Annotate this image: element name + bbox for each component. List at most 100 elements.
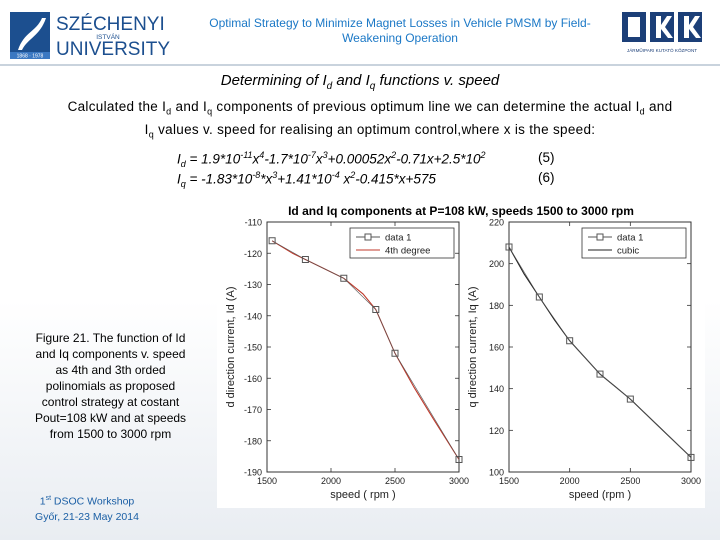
id-chart-data-point-1: [301, 256, 309, 263]
footer: 1st DSOC Workshop Győr, 21-23 May 2014: [22, 491, 152, 525]
subtitle-mid: and: [332, 72, 366, 89]
iq-chart-legend-label-1: cubic: [617, 246, 639, 257]
eq1-t3: -1.7*10: [264, 151, 308, 167]
eq1-t4: x: [315, 151, 323, 167]
footer-line-1: 1st DSOC Workshop: [22, 491, 152, 510]
logo-right-text: JÁRMŰIPARI KUTATÓ KÖZPONT: [627, 47, 697, 53]
id-chart-ytick-label-8: -190: [244, 468, 262, 478]
id-chart-ytick-label-0: -110: [245, 218, 262, 228]
intro-line-1: Calculated the Id and Iq components of p…: [40, 98, 700, 121]
eq1-exp2: 4: [259, 150, 265, 160]
id-chart-ytick-label-2: -130: [244, 280, 262, 290]
university-line1: SZÉCHENYI: [56, 14, 165, 35]
iq-chart-data-point-5: [687, 453, 695, 461]
logo-k-icon-2: [684, 16, 701, 38]
id-chart-series-data-line-0: [271, 240, 460, 460]
intro-1a: Calculated the I: [67, 99, 167, 114]
eq2-exp1: -8: [252, 170, 261, 180]
iq-chart-data-point-3: [596, 370, 604, 378]
chart-id: -110 -120 -130 -140 -150 -160 -170 -180 -1901500…: [225, 218, 469, 502]
intro-1-sub2: q: [207, 106, 213, 117]
id-chart-data-point-0: [268, 237, 276, 245]
id-chart-legend: [349, 227, 455, 259]
id-chart-xlabel: speed ( rpm ): [330, 489, 395, 501]
intro-line-2: Iq values v. speed for realising an opti…: [40, 121, 700, 144]
id-chart-xtick-label-2: 2500: [385, 476, 405, 486]
eq2-sub: q: [180, 179, 186, 190]
eq2-t3: +1.41*10: [277, 171, 332, 187]
id-chart-data-point-2: [340, 274, 348, 282]
eq1-t5: +0.00052x: [327, 151, 392, 167]
id-chart-ytick-label-7: -180: [244, 436, 262, 446]
university-logo: 1868 · 1978 SZÉCHENYI ISTVÁN UNIVERSITY: [10, 12, 170, 60]
eq1-exp3: -7: [307, 150, 316, 160]
iq-chart-ytick-label-1: 120: [489, 426, 504, 436]
iq-chart-plot-area: [508, 221, 692, 473]
footer-line-2: Győr, 21-23 May 2014: [35, 510, 139, 523]
iq-chart-xtick-label-2: 2500: [620, 476, 640, 486]
eq2-exp2: 3: [272, 170, 278, 180]
eq1-exp5: 2: [391, 150, 397, 160]
logo-block-1-inner: [628, 17, 640, 37]
subtitle-iq-var: I: [365, 72, 370, 89]
id-chart-data-point-5: [455, 456, 463, 463]
iq-chart-ytick-label-6: 220: [489, 218, 504, 228]
header: 1868 · 1978 SZÉCHENYI ISTVÁN UNIVERSITY …: [0, 0, 720, 66]
id-chart-legend-marker-0: [364, 233, 372, 241]
subtitle-prefix: Determining of: [220, 72, 323, 89]
eq2-exp3: -4: [331, 170, 340, 180]
header-band: [0, 64, 720, 66]
iq-chart-data-point-1: [535, 293, 543, 301]
subtitle-id-var: I: [322, 72, 327, 89]
id-chart-ylabel: d direction current, Id (A): [225, 286, 237, 407]
id-chart-xtick-label-3: 3000: [449, 476, 469, 486]
id-chart-ytick-label-3: -140: [244, 311, 262, 321]
intro-2a: I: [144, 121, 149, 137]
figure-svg: -110-120-130-140-150-160-170-180-1901500…: [217, 200, 705, 508]
id-chart-ytick-label-1: -120: [244, 249, 262, 259]
iq-chart-ytick-label-5: 200: [489, 259, 504, 269]
equation-number-6: (6): [538, 170, 555, 185]
footer-1-sup: st: [45, 495, 52, 502]
intro-2b: values v. speed for realising an optimum…: [154, 121, 596, 137]
iq-chart-ytick-label-2: 140: [489, 384, 504, 394]
eq1-lhs: I: [177, 151, 181, 167]
equation-iq: Iq = -1.83*10-8*x3+1.41*10-4 x2-0.415*x+…: [177, 170, 436, 189]
eq1-exp6: 2: [480, 150, 486, 160]
subtitle: Determining of Id and Iq functions v. sp…: [0, 72, 720, 92]
id-chart-legend-label-1: 4th degree: [385, 246, 430, 257]
iq-chart-data-point-2: [566, 337, 574, 345]
iq-chart-xtick-label-3: 3000: [681, 476, 701, 486]
iq-chart-xtick-label-0: 1500: [499, 476, 519, 486]
slide-title: Optimal Strategy to Minimize Magnet Loss…: [209, 16, 591, 45]
intro-2-sub: q: [148, 129, 155, 140]
id-chart-xtick-label-0: 1500: [257, 476, 277, 486]
intro-1d: and: [644, 99, 673, 114]
iq-chart-ytick-label-4: 180: [489, 301, 504, 311]
university-line2: ISTVÁN: [96, 32, 120, 41]
intro-1-sub3: d: [639, 106, 645, 117]
id-chart-ytick-label-4: -150: [244, 343, 262, 353]
eq1-t2: x: [252, 151, 260, 167]
eq1-rhs: = 1.9*10: [185, 151, 241, 167]
iq-chart-ytick-label-0: 100: [489, 468, 504, 478]
iq-chart-data-point-0: [505, 243, 513, 251]
subtitle-id-sub: d: [326, 81, 333, 92]
eq1-exp4: 3: [322, 150, 328, 160]
id-chart-data-point-3: [372, 306, 380, 313]
university-emblem-icon: [18, 18, 46, 50]
eq2-exp4: 2: [350, 170, 356, 180]
eq2-lhs: I: [177, 171, 181, 187]
chart-iq: 100 120 140 160 180 200 220 1500 2000 2500 3000 spe…: [467, 218, 701, 502]
iq-chart-legend: [581, 227, 687, 259]
subtitle-suffix: functions v. speed: [375, 72, 500, 89]
eq1-sub: d: [180, 159, 186, 170]
iq-chart-xtick-label-1: 2000: [560, 476, 580, 486]
intro-1c: components of previous optimum line we c…: [212, 99, 640, 114]
iq-chart-legend-label-0: data 1: [617, 233, 643, 244]
eq2-t5: -0.415*x+575: [355, 171, 436, 187]
equation-id: Id = 1.9*10-11x4-1.7*10-7x3+0.00052x2-0.…: [177, 150, 486, 169]
intro-1-sub1: d: [166, 106, 172, 117]
equation-number-5: (5): [538, 150, 555, 165]
footer-1a: 1: [39, 495, 46, 508]
